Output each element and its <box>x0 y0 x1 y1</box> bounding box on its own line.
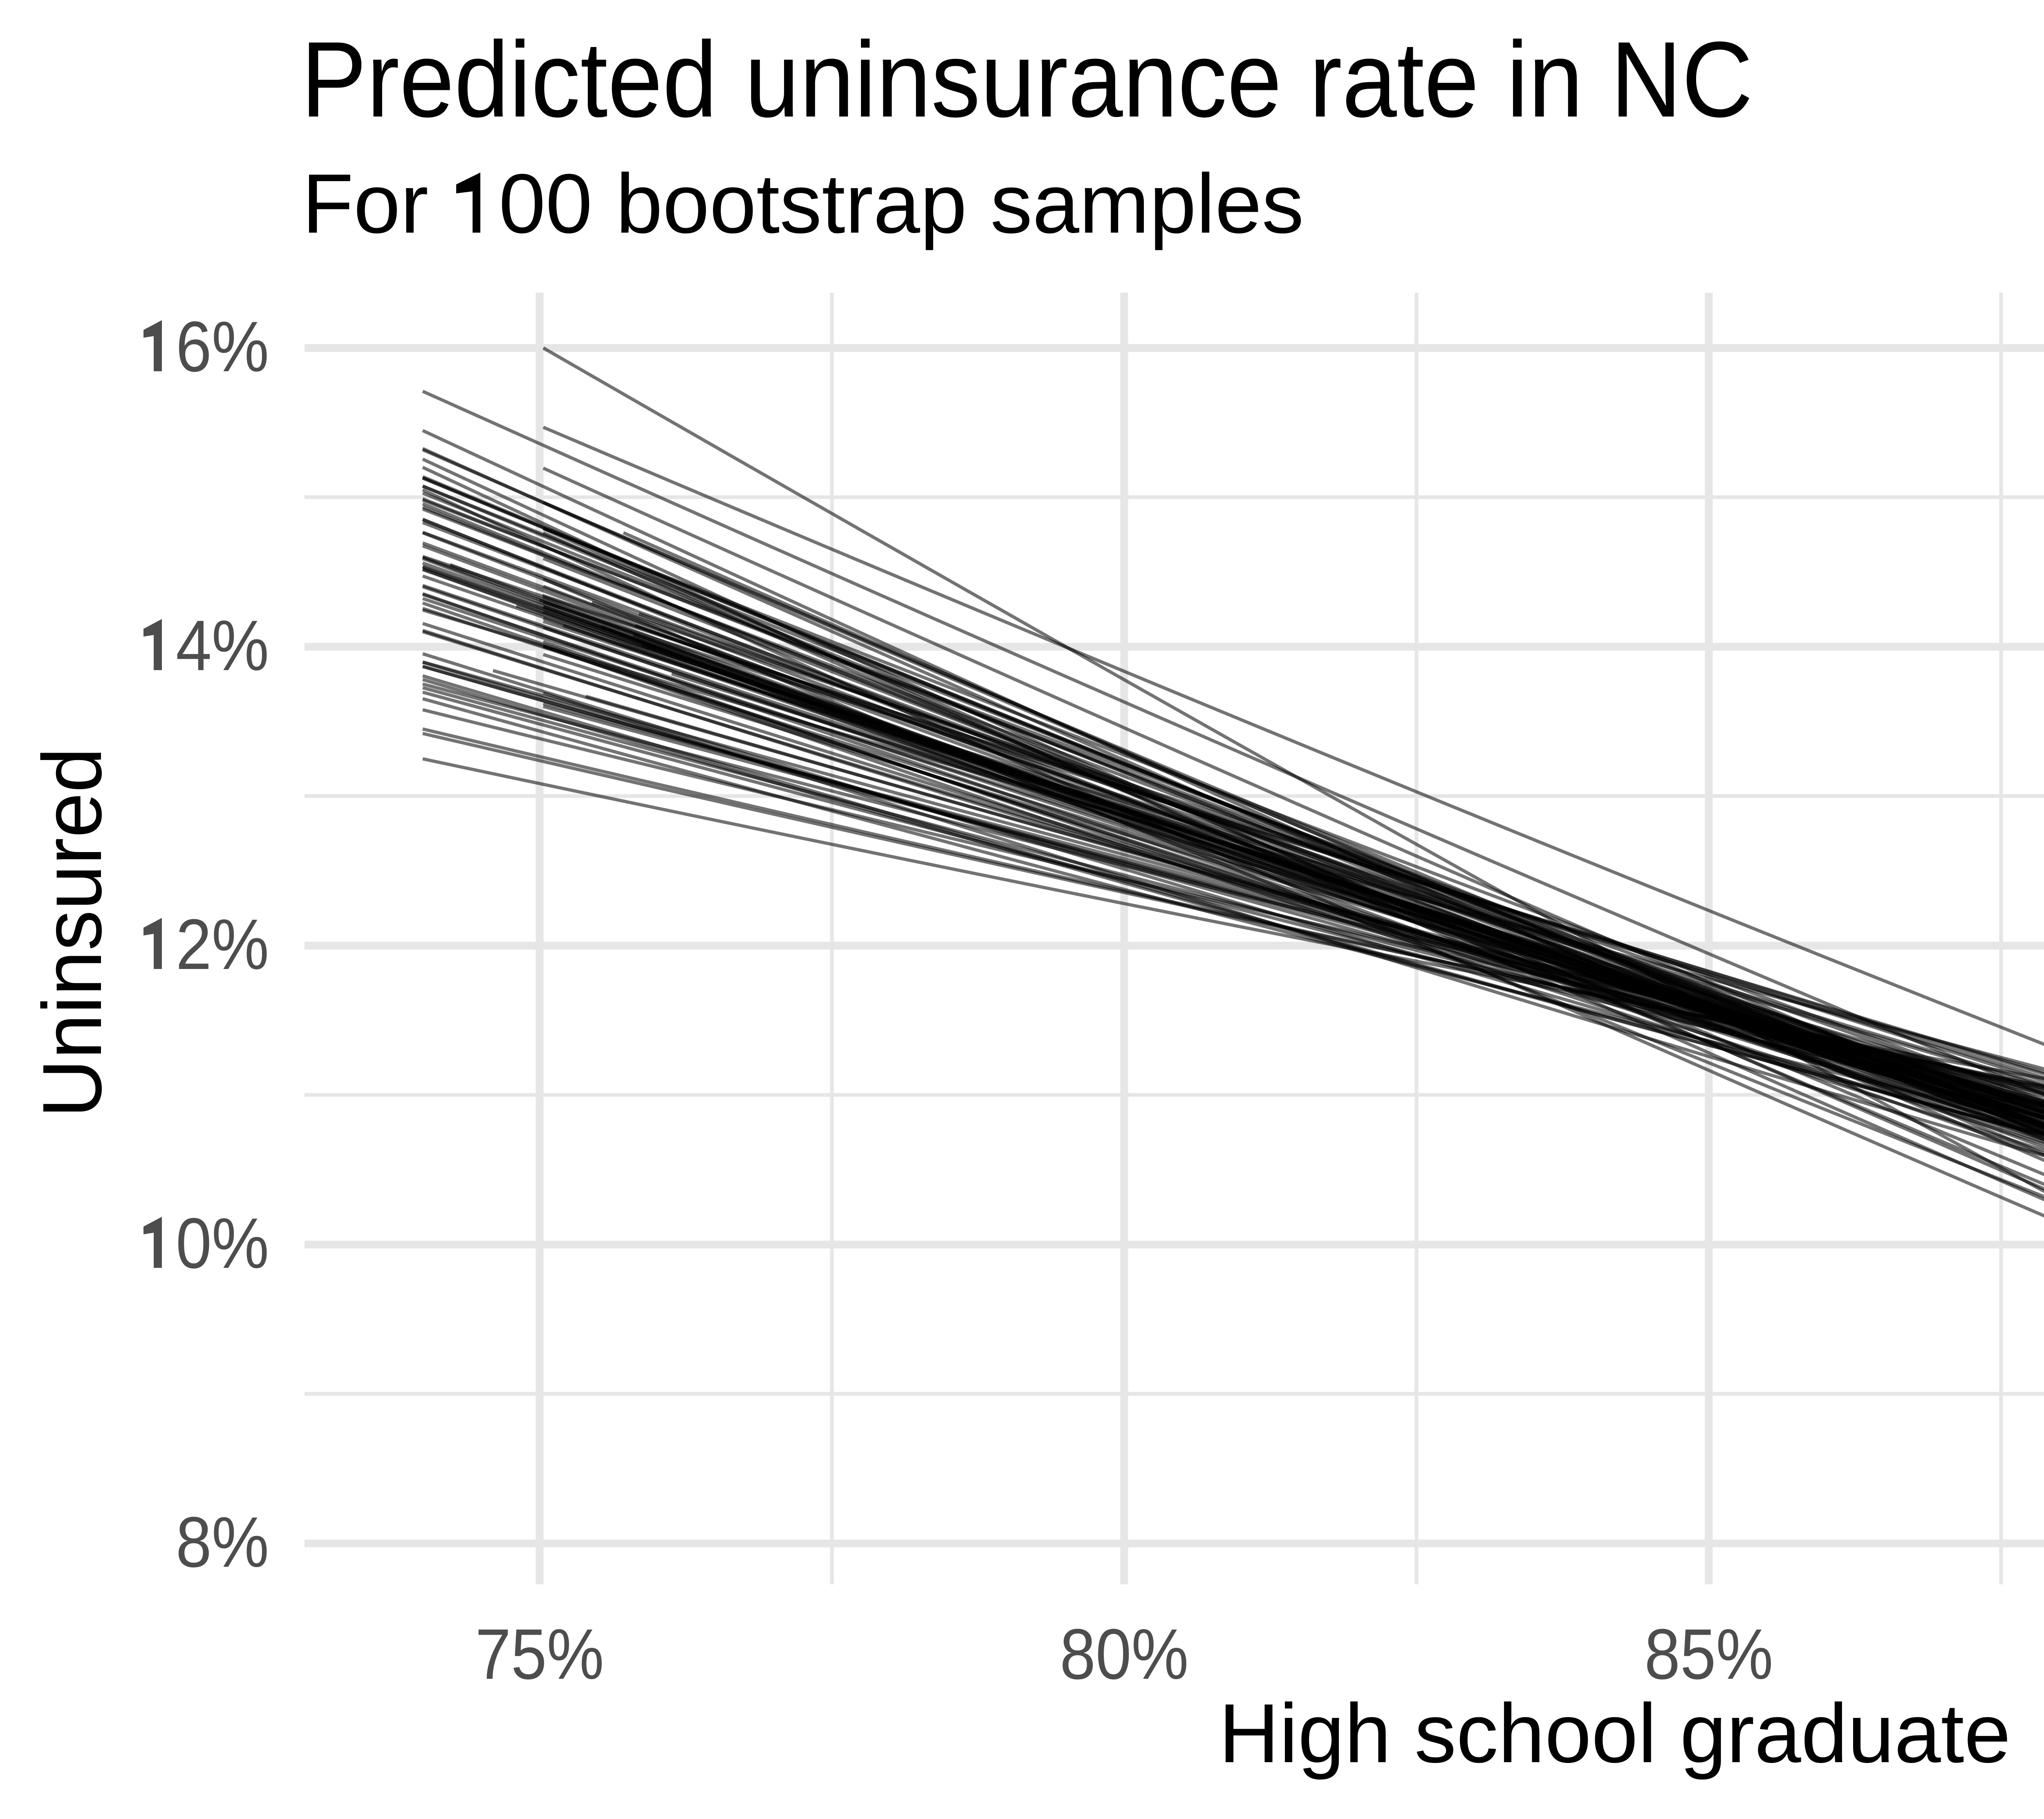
svg-text:Predicted uninsurance rate in: Predicted uninsurance rate in NC <box>301 19 1753 139</box>
svg-text:80%: 80% <box>1060 1615 1189 1694</box>
svg-text:High school graduate: High school graduate <box>1219 1687 2010 1780</box>
svg-text:4%: 4% <box>176 606 269 686</box>
svg-text:0%: 0% <box>176 1204 269 1283</box>
svg-text:Uninsured: Uninsured <box>25 747 119 1118</box>
svg-text:6%: 6% <box>176 307 269 387</box>
svg-text:75%: 75% <box>475 1615 604 1694</box>
svg-text:2%: 2% <box>176 905 269 985</box>
svg-text:8%: 8% <box>176 1503 269 1582</box>
svg-text:85%: 85% <box>1645 1615 1773 1694</box>
svg-text:00 bootstrap samples: 00 bootstrap samples <box>499 157 1304 251</box>
svg-text:For: For <box>302 157 452 251</box>
